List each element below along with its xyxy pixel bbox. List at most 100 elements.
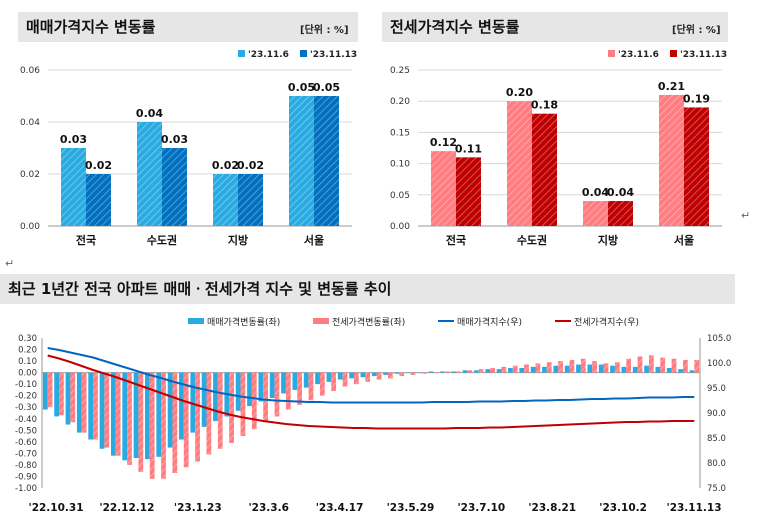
sale-change-bar xyxy=(42,372,48,410)
trend-combo-chart: 0.30 0.200.10 0.00-0.10 -0.20-0.30 -0.40-0.5… xyxy=(15,316,731,514)
right-y-tick-label: 80.0 xyxy=(707,459,726,469)
bar-prev xyxy=(583,201,608,226)
sale-change-bar xyxy=(360,372,366,378)
jeonse-change-bar xyxy=(331,372,337,392)
legend-label: 매매가격변동률(좌) xyxy=(207,316,280,328)
sale-change-bar xyxy=(598,364,604,373)
left-y-tick-label: -0.20 xyxy=(15,392,37,402)
jeonse-change-bar xyxy=(682,359,688,373)
sale-change-bar xyxy=(110,372,116,456)
y-tick-label: 0.15 xyxy=(390,128,410,138)
bar-cur xyxy=(162,148,187,226)
legend-swatch xyxy=(313,318,329,324)
jeonse-change-bar xyxy=(353,372,359,385)
jeonse-change-bar xyxy=(535,363,541,373)
jeonse-unit-label: [단위 : %] xyxy=(672,25,721,36)
jeonse-change-bar xyxy=(47,372,53,408)
sale-change-bar xyxy=(405,372,411,374)
sale-change-bar xyxy=(655,366,661,373)
x-tick-label: '23.11.13 xyxy=(666,502,721,514)
jeonse-change-bar xyxy=(365,372,371,382)
x-category-label: 지방 xyxy=(228,233,248,247)
jeonse-change-bar xyxy=(694,359,700,373)
legend-swatch xyxy=(238,50,245,57)
jeonse-change-bar xyxy=(161,372,166,479)
y-tick-label: 0.04 xyxy=(20,118,40,128)
sale-change-bar xyxy=(508,368,513,373)
bar-cur xyxy=(238,174,263,226)
left-y-tick-label: -0.10 xyxy=(15,380,37,390)
jeonse-change-bar xyxy=(251,372,257,430)
right-y-tick-label: 85.0 xyxy=(707,434,726,444)
legend-swatch xyxy=(188,318,204,324)
sale-change-bar xyxy=(167,372,173,448)
jeonse-change-bar xyxy=(648,355,654,373)
left-y-tick-label: -1.00 xyxy=(15,484,37,494)
jeonse-panel-title: 전세가격지수 변동률 xyxy=(382,12,728,42)
sale-change-bar xyxy=(428,371,434,373)
left-y-tick-label: -0.70 xyxy=(15,449,37,459)
sale-change-bar xyxy=(689,370,695,373)
bar-prev xyxy=(431,151,456,226)
jeonse-change-bar xyxy=(183,372,189,468)
sale-change-bar xyxy=(496,369,502,373)
sale-change-bar xyxy=(394,372,400,374)
sale-change-bar xyxy=(553,365,559,373)
sale-change-bar xyxy=(542,366,547,373)
x-category-label: 수도권 xyxy=(517,234,547,247)
legend-label: '23.11.13 xyxy=(680,50,727,60)
left-y-tick-label: -0.40 xyxy=(15,415,37,425)
sale-change-bar xyxy=(156,372,162,457)
legend-swatch xyxy=(300,50,307,57)
x-tick-label: '22.10.31 xyxy=(28,502,83,514)
jeonse-change-bar xyxy=(297,372,303,405)
sale-change-bar xyxy=(371,372,377,377)
jeonse-change-bar xyxy=(660,357,666,373)
jeonse-change-bar xyxy=(580,358,586,373)
left-y-tick-label: -0.90 xyxy=(15,472,37,482)
legend-label: 매매가격지수(우) xyxy=(457,316,522,328)
left-y-tick-label: -0.80 xyxy=(15,461,37,471)
x-category-label: 서울 xyxy=(304,233,324,247)
jeonse-change-bar xyxy=(308,372,314,401)
sale-change-bar xyxy=(564,365,570,373)
data-label: 0.03 xyxy=(161,133,188,146)
x-tick-label: '23.8.21 xyxy=(528,502,576,514)
data-label: 0.21 xyxy=(658,80,685,93)
data-label: 0.04 xyxy=(607,186,634,199)
bar-cur xyxy=(456,157,481,226)
data-label: 0.02 xyxy=(237,159,264,172)
sale-change-bar xyxy=(179,372,184,440)
jeonse-change-bar xyxy=(104,372,110,448)
jeonse-change-bar xyxy=(410,372,416,375)
data-label: 0.20 xyxy=(506,86,533,99)
bar-cur xyxy=(86,174,111,226)
left-y-tick-label: 0.20 xyxy=(18,346,37,356)
bar-prev xyxy=(213,174,238,226)
sale-change-bar xyxy=(281,372,286,394)
sale-change-bar xyxy=(99,372,105,449)
left-y-tick-label: -0.60 xyxy=(15,438,37,448)
sale-change-bar xyxy=(133,372,139,458)
sale-change-bar xyxy=(644,365,649,373)
x-tick-label: '23.3.6 xyxy=(248,502,288,514)
jeonse-change-bar xyxy=(149,372,155,479)
jeonse-change-bar xyxy=(501,366,507,373)
jeonse-change-bar xyxy=(206,372,212,455)
data-label: 0.04 xyxy=(582,186,609,199)
jeonse-change-bar xyxy=(172,372,178,473)
right-y-tick-label: 75.0 xyxy=(707,484,726,494)
sale-change-bar xyxy=(610,365,615,373)
paragraph-mark: ↵ xyxy=(741,209,751,222)
sale-change-bar xyxy=(201,372,207,427)
data-label: 0.05 xyxy=(288,81,315,94)
jeonse-change-bar xyxy=(592,361,597,373)
sale-change-bar xyxy=(576,364,581,373)
left-y-tick-label: -0.50 xyxy=(15,426,37,436)
jeonse-change-bar xyxy=(444,371,450,373)
sale-change-bar xyxy=(632,366,638,373)
bar-cur xyxy=(314,96,339,226)
sale-change-bar xyxy=(474,370,479,373)
jeonse-change-bar xyxy=(569,359,575,373)
jeonse-change-bar xyxy=(388,372,393,379)
